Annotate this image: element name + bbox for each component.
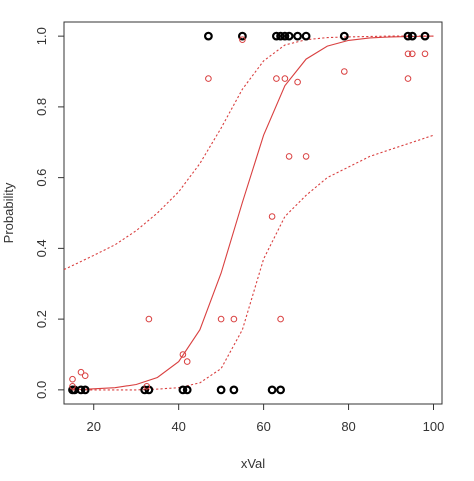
estimated-point (143, 383, 151, 390)
estimated-point (268, 213, 276, 220)
observed-point (144, 385, 154, 395)
observed-point (182, 385, 192, 395)
estimated-point (404, 75, 412, 82)
y-tick-label: 1.0 (34, 27, 49, 45)
estimated-point (404, 50, 412, 58)
y-tick-label: 0.8 (34, 98, 49, 116)
estimated-point (409, 50, 416, 58)
estimated-point (285, 153, 293, 160)
observed-point (403, 31, 413, 41)
y-tick-label: 0.2 (34, 310, 49, 328)
y-tick-label: 0.6 (34, 169, 49, 187)
observed-point (420, 31, 430, 41)
observed-point (301, 31, 311, 41)
plot-frame (63, 21, 443, 405)
observed-point (203, 31, 213, 41)
observed-point (140, 385, 150, 395)
estimated-point (273, 75, 280, 82)
observed-point (293, 31, 303, 41)
plot-area (64, 31, 434, 395)
observed-point (229, 385, 239, 395)
x-axis: 20 40 60 80 100 (86, 404, 444, 434)
observed-point (237, 31, 247, 41)
observed-point (407, 31, 417, 41)
y-axis-label: Probability (1, 182, 16, 243)
estimated-point (145, 315, 153, 323)
observed-point (80, 385, 90, 395)
observed-point (267, 385, 277, 395)
y-axis: 0.0 0.2 0.4 0.6 0.8 1.0 (34, 27, 64, 399)
estimated-point (81, 372, 89, 380)
estimated-point (183, 358, 191, 365)
observed-point (276, 385, 286, 395)
fitted-curve (72, 35, 434, 391)
ci-line (72, 134, 434, 391)
estimated-point (281, 75, 289, 82)
estimated-point (77, 368, 85, 376)
estimated-point (277, 315, 284, 323)
y-tick-label: 0.4 (34, 239, 49, 257)
x-tick-label: 100 (423, 419, 445, 434)
estimated-point (69, 375, 76, 383)
estimated-point (69, 383, 76, 390)
x-tick-label: 60 (256, 419, 270, 434)
estimated-point (302, 153, 310, 160)
x-tick-label: 80 (341, 419, 355, 434)
x-tick-label: 40 (171, 419, 185, 434)
observed-point (216, 385, 226, 395)
estimated-point (230, 315, 238, 323)
estimated-point (217, 315, 225, 323)
observed-point (339, 31, 349, 41)
x-axis-label: xVal (241, 456, 265, 471)
estimated-point (239, 36, 246, 44)
x-tick-label: 20 (86, 419, 100, 434)
y-tick-label: 0.0 (34, 381, 49, 399)
estimated-point (179, 351, 187, 358)
observed-point (280, 31, 290, 41)
observed-point (76, 385, 86, 395)
estimated-point (205, 75, 212, 82)
observed-point (178, 385, 188, 395)
estimated-point (294, 78, 301, 86)
observed-point (272, 31, 281, 41)
ci-line (64, 35, 434, 271)
observed-point (284, 31, 294, 41)
estimated-point (421, 50, 429, 58)
observed-point (276, 31, 286, 41)
estimated-point (341, 68, 348, 75)
